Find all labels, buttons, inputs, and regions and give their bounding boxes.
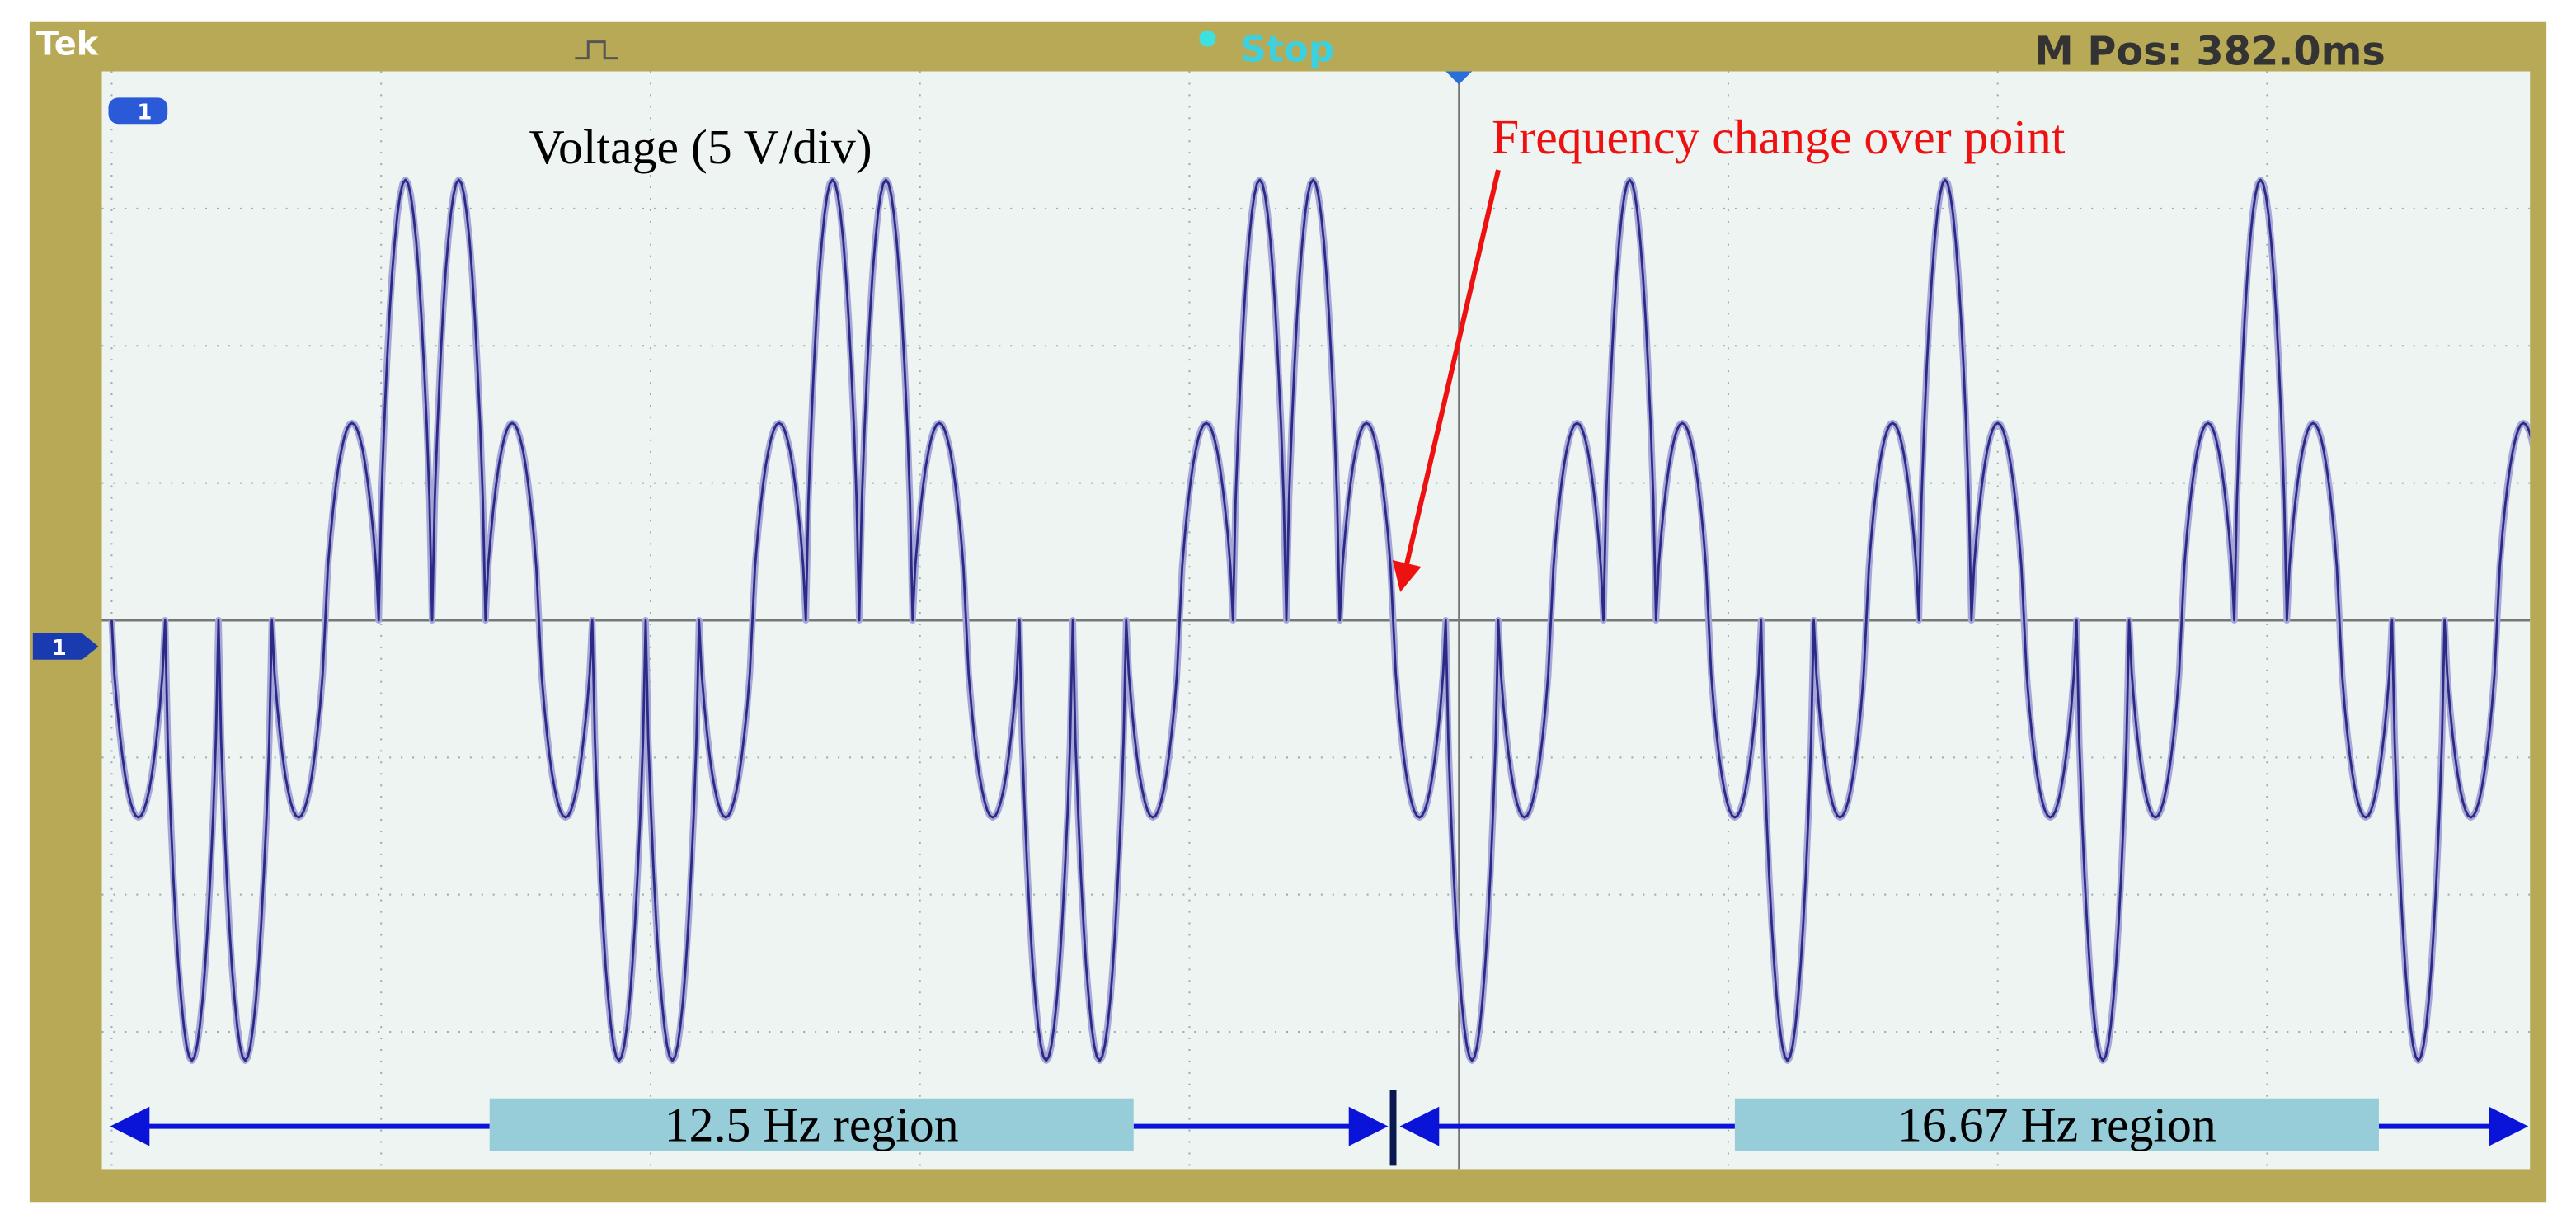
status: Stop (1240, 29, 1334, 71)
waveform (108, 177, 2531, 1064)
trigger-icon (575, 40, 618, 60)
brand: Tek (36, 26, 100, 64)
annotation: Frequency change over point (1492, 110, 2066, 164)
ground-marker-box (32, 633, 99, 660)
channel-marker-box (108, 97, 168, 125)
ground-marker: 1 (52, 636, 67, 661)
region-label: 16.67 Hz region (1897, 1098, 2216, 1152)
axis-label: Voltage (5 V/div) (529, 120, 872, 174)
region-box (1734, 1098, 2379, 1151)
status-dot (1199, 30, 1216, 47)
trigger-marker (1445, 71, 1473, 85)
region-label: 12.5 Hz region (665, 1098, 959, 1152)
position: M Pos: 382.0ms (2034, 30, 2386, 75)
trace (110, 178, 2531, 1062)
region-box (489, 1098, 1134, 1151)
channel-marker: 1 (137, 100, 152, 125)
annotation-arrow (1392, 169, 1501, 592)
